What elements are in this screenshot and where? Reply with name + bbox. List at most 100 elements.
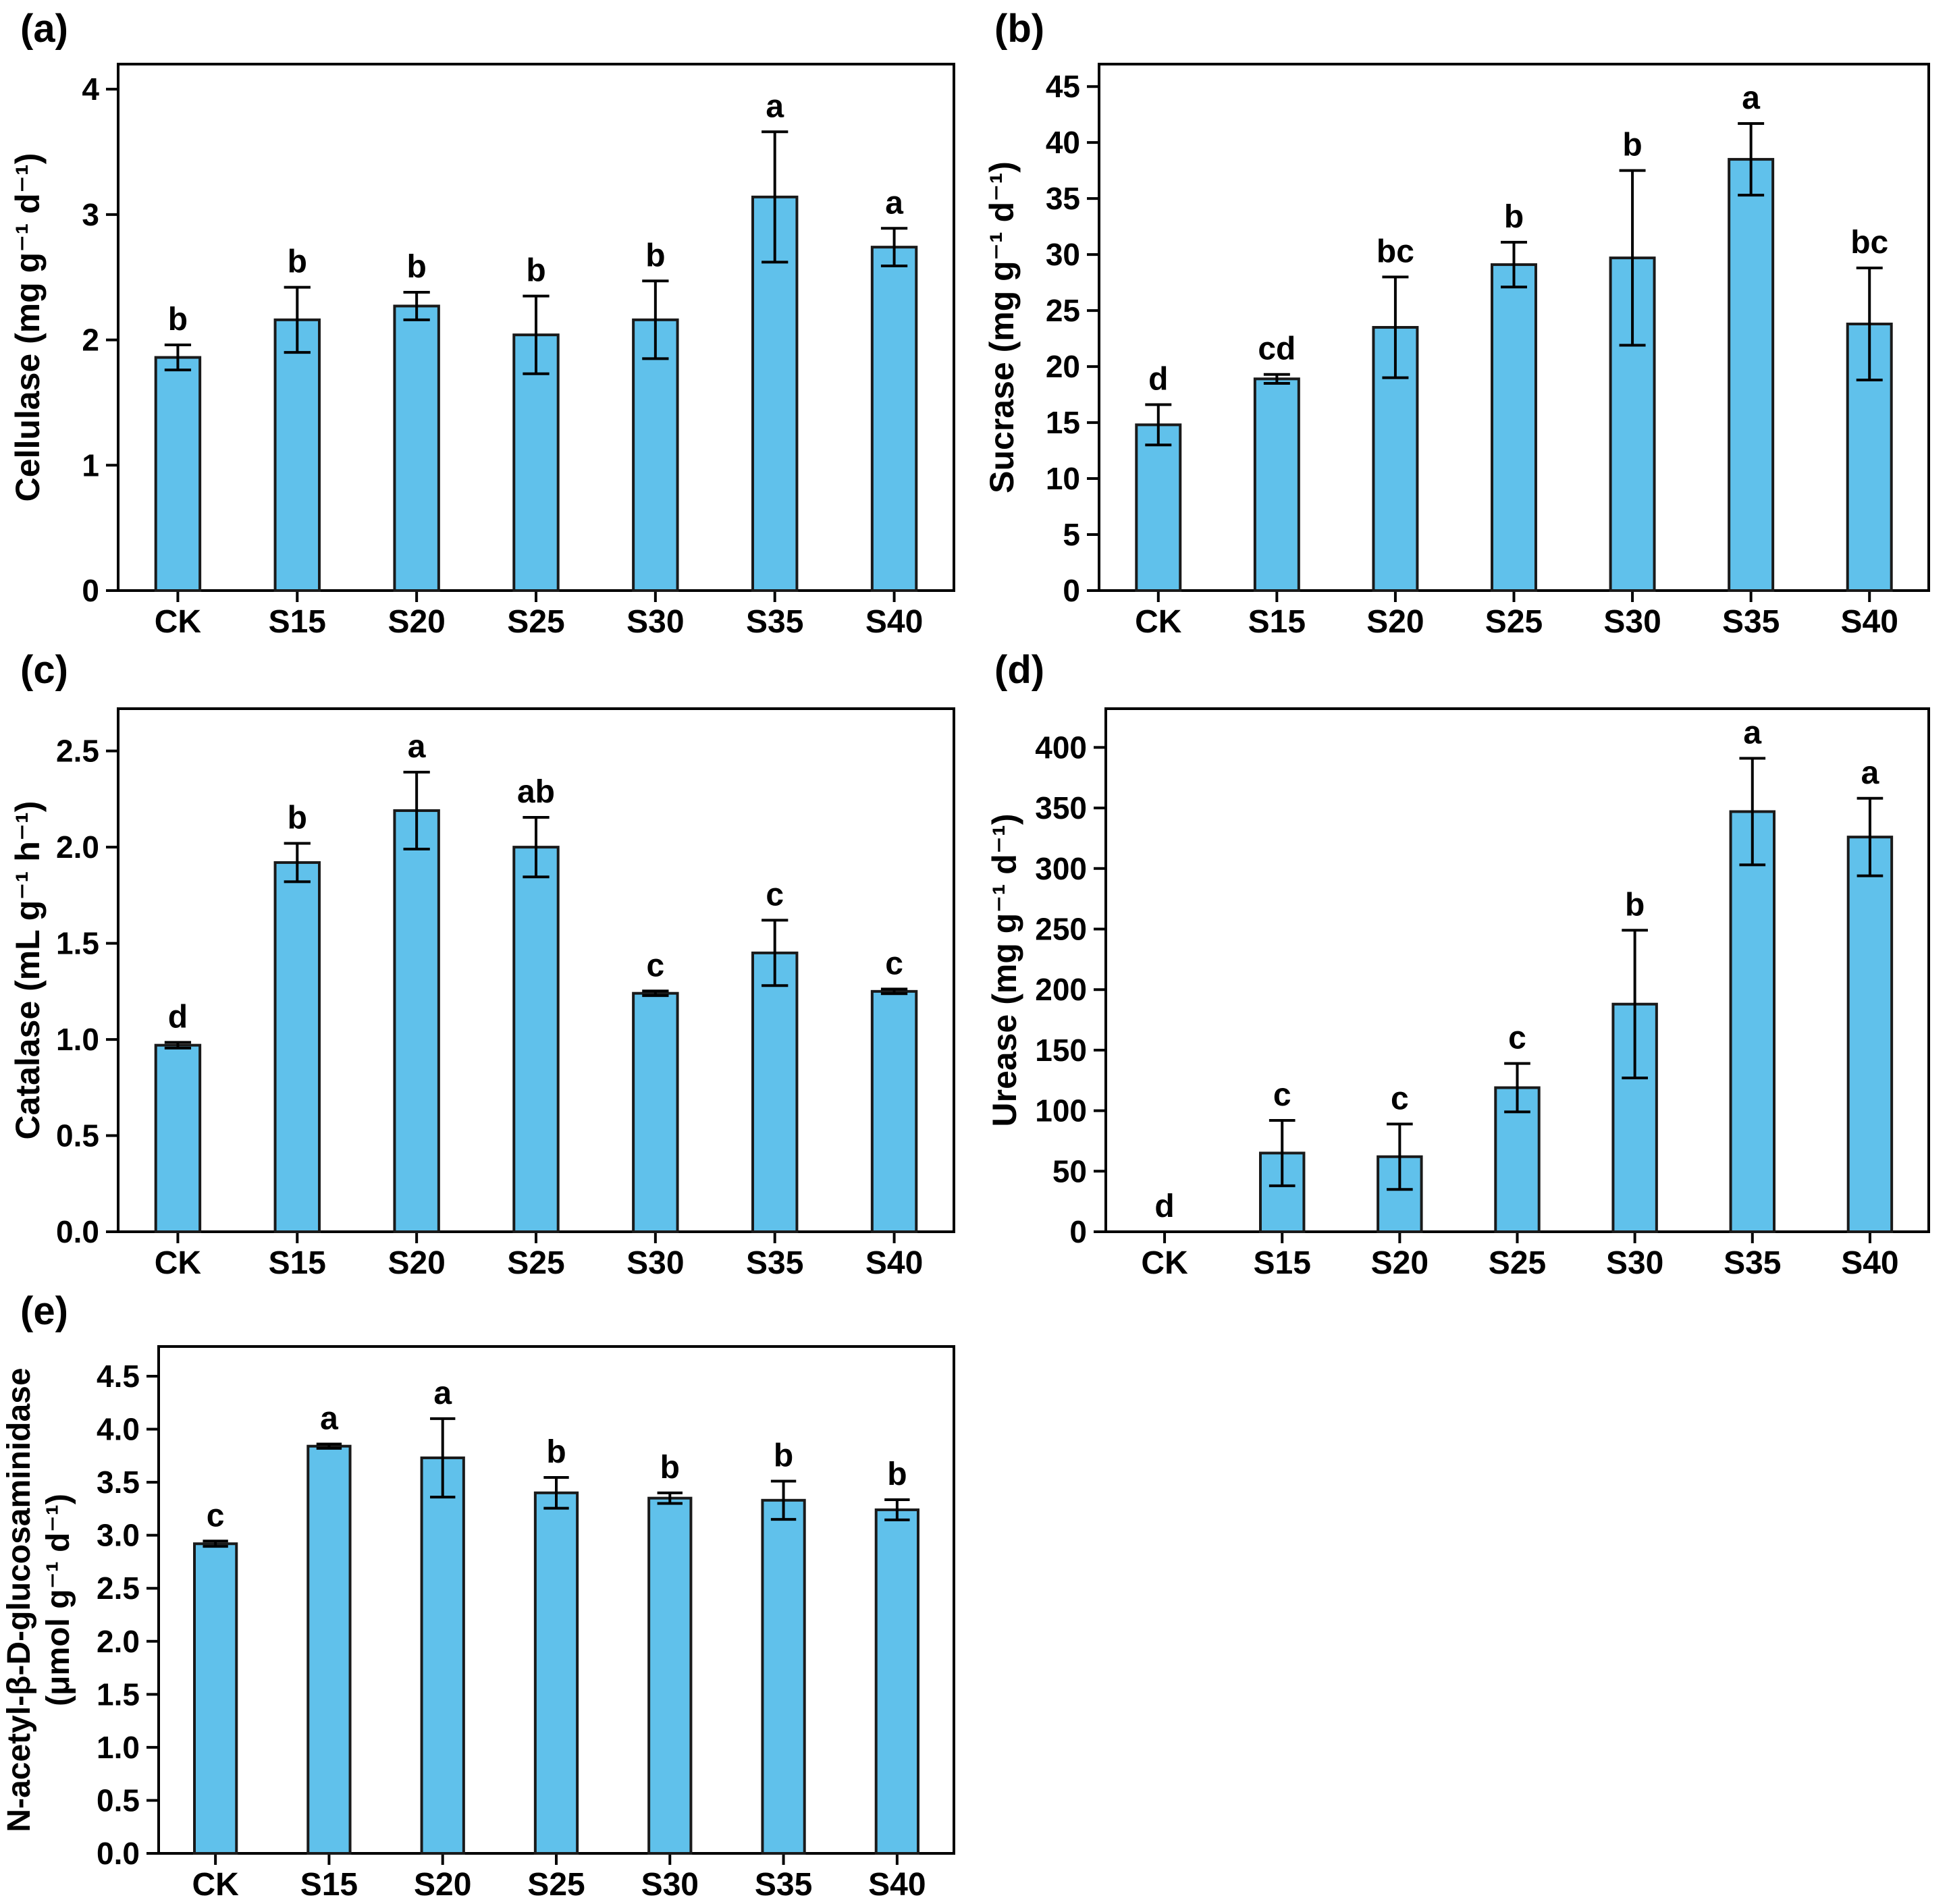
x-category-label: CK xyxy=(1135,604,1182,640)
x-category-label: S30 xyxy=(626,1245,684,1281)
y-tick-label: 350 xyxy=(1035,790,1087,825)
y-tick-label: 30 xyxy=(1046,237,1080,272)
x-category-label: S35 xyxy=(1724,1245,1781,1281)
y-tick-label: 3 xyxy=(82,197,99,232)
x-category-label: S20 xyxy=(414,1867,471,1903)
y-tick-label: 0 xyxy=(82,573,99,608)
bar xyxy=(533,1491,579,1855)
bar xyxy=(1135,423,1182,593)
y-axis-label: Urease (mg g⁻¹ d⁻¹) xyxy=(986,814,1023,1127)
x-category-label: S25 xyxy=(507,604,564,640)
x-category-label: CK xyxy=(155,1245,202,1281)
x-category-label: S40 xyxy=(868,1867,926,1903)
sig-letter: b xyxy=(1622,128,1642,163)
x-category-label: S30 xyxy=(626,604,684,640)
sig-letter: b xyxy=(546,1434,566,1470)
x-category-label: S20 xyxy=(1371,1245,1429,1281)
sig-letter: c xyxy=(1273,1077,1291,1113)
y-tick-label: 1.5 xyxy=(56,926,99,961)
x-category-label: S25 xyxy=(1485,604,1543,640)
sig-letter: c xyxy=(1391,1081,1409,1116)
x-category-label: CK xyxy=(192,1867,239,1903)
x-category-label: S40 xyxy=(865,1245,923,1281)
bar xyxy=(874,1508,919,1855)
sig-letter: a xyxy=(320,1401,338,1437)
panel-label: (c) xyxy=(20,648,68,692)
y-tick-label: 0 xyxy=(1069,1214,1087,1249)
sig-letter: a xyxy=(433,1376,452,1411)
bar xyxy=(751,951,799,1233)
y-tick-label: 0.0 xyxy=(56,1214,99,1249)
sig-letter: a xyxy=(1861,755,1879,791)
bar xyxy=(512,846,560,1234)
sig-letter: a xyxy=(766,88,784,124)
y-tick-label: 2.5 xyxy=(97,1571,140,1606)
bar xyxy=(647,1496,693,1855)
x-category-label: S30 xyxy=(641,1867,699,1903)
bar xyxy=(393,809,440,1233)
bar xyxy=(632,318,679,592)
x-category-label: S25 xyxy=(1489,1245,1546,1281)
y-tick-label: 2 xyxy=(82,323,99,358)
y-tick-label: 0 xyxy=(1063,573,1080,608)
y-tick-label: 10 xyxy=(1046,461,1080,496)
y-tick-label: 1.5 xyxy=(97,1677,140,1712)
y-tick-label: 400 xyxy=(1035,730,1087,765)
empty-cell xyxy=(974,1282,1949,1904)
x-category-label: S20 xyxy=(388,1245,445,1281)
x-category-label: S40 xyxy=(865,604,923,640)
sig-letter: c xyxy=(1508,1021,1526,1056)
sig-letter: cd xyxy=(1258,331,1296,367)
chart-e: (e) 0.0 0.5 1.0 1.5 2.0 2.5 3.0 3.5 4.0 4.5 N-acety… xyxy=(1,1289,955,1903)
x-category-label: S20 xyxy=(388,604,445,640)
panel-label: (e) xyxy=(20,1289,68,1333)
sig-letter: c xyxy=(766,877,784,913)
y-tick-label: 3.5 xyxy=(97,1465,140,1500)
y-tick-label: 15 xyxy=(1046,405,1080,440)
sig-letter: b xyxy=(288,244,307,280)
bar xyxy=(1846,836,1894,1233)
y-tick-label: 25 xyxy=(1046,293,1080,328)
sig-letter: d xyxy=(1154,1189,1174,1224)
y-tick-label: 5 xyxy=(1063,517,1080,552)
sig-letter: c xyxy=(885,946,903,981)
y-tick-label: 1 xyxy=(82,447,99,483)
sig-letter: ab xyxy=(517,774,555,810)
bar xyxy=(1728,158,1775,592)
y-tick-label: 20 xyxy=(1046,349,1080,384)
y-tick-label: 40 xyxy=(1046,125,1080,160)
bar xyxy=(393,304,440,592)
sig-letter: b xyxy=(774,1438,793,1474)
sig-letter: b xyxy=(1504,199,1524,235)
sig-letter: b xyxy=(526,253,545,289)
sig-letter: d xyxy=(1148,362,1168,398)
bar xyxy=(761,1498,806,1855)
x-category-label: S35 xyxy=(755,1867,812,1903)
panel-e: (e) 0.0 0.5 1.0 1.5 2.0 2.5 3.0 3.5 4.0 4.5 N-acety… xyxy=(0,1282,974,1904)
sig-letter: c xyxy=(207,1498,225,1533)
y-axis-label: Sucrase (mg g⁻¹ d⁻¹) xyxy=(983,161,1021,493)
y-tick-label: 50 xyxy=(1052,1153,1087,1189)
x-category-label: S35 xyxy=(1722,604,1780,640)
y-tick-label: 1.0 xyxy=(97,1730,140,1765)
bar xyxy=(154,1043,202,1233)
y-tick-label: 100 xyxy=(1035,1093,1087,1128)
y-tick-label: 4 xyxy=(82,72,99,107)
y-tick-label: 250 xyxy=(1035,912,1087,947)
sig-letter: b xyxy=(645,238,665,273)
sig-letter: b xyxy=(660,1450,680,1486)
y-axis-label: (μmol g⁻¹ d⁻¹) xyxy=(41,1494,76,1706)
chart-b: (b) 0 5 10 15 20 25 30 35 40 45 Sucrase (mg g⁻¹ d⁻¹… xyxy=(983,7,1930,640)
sig-letter: b xyxy=(406,249,426,285)
x-category-label: S30 xyxy=(1603,604,1661,640)
y-tick-label: 150 xyxy=(1035,1033,1087,1068)
bar xyxy=(154,356,202,592)
y-axis-label: Cellulase (mg g⁻¹ d⁻¹) xyxy=(9,153,47,502)
y-tick-label: 0.5 xyxy=(56,1118,99,1153)
x-category-label: S15 xyxy=(1254,1245,1311,1281)
x-category-label: S15 xyxy=(1248,604,1306,640)
sig-letter: b xyxy=(288,800,307,836)
panel-label: (b) xyxy=(994,7,1044,51)
bar xyxy=(420,1456,465,1855)
y-tick-label: 3.0 xyxy=(97,1518,140,1553)
